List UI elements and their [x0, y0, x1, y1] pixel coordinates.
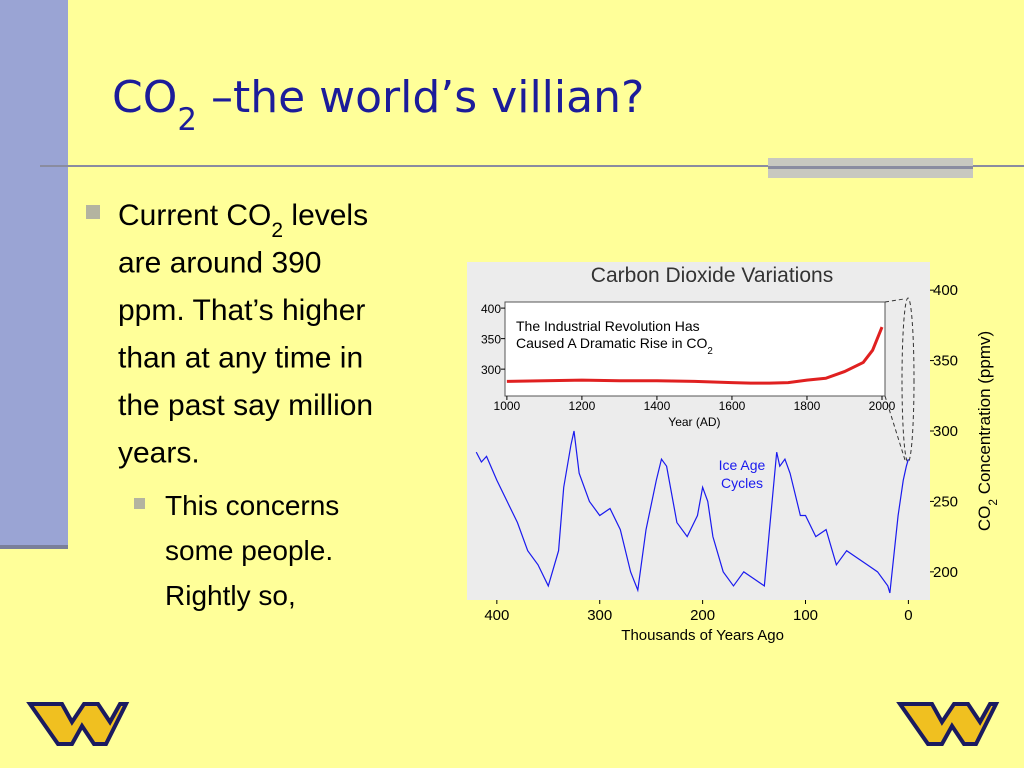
text-run: Caused A Dramatic Rise in CO: [516, 335, 708, 351]
text-run: 2: [986, 499, 1000, 506]
x-tick-label: 1800: [794, 399, 821, 413]
x-tick-label: 300: [587, 607, 612, 624]
data-line: [506, 326, 884, 385]
y-tick-label: 300: [481, 363, 501, 377]
bullet-line: ppm. That’s higher: [118, 294, 365, 327]
text-run: are around 390: [118, 247, 322, 280]
y-tick-label: 350: [481, 333, 501, 347]
annotation: Ice Age: [719, 457, 766, 473]
text-run: 2: [177, 102, 197, 138]
bullet-line: years.: [118, 437, 200, 470]
text-run: CO: [112, 72, 177, 123]
bullet-line: This concerns: [165, 490, 339, 521]
text-run: –the world’s villian?: [197, 72, 644, 123]
y-tick-label: 250: [933, 493, 958, 510]
slide-title: CO2 –the world’s villian?: [112, 72, 644, 138]
x-tick-label: 2000: [869, 399, 896, 413]
text-run: levels: [283, 199, 368, 232]
data-line: [475, 430, 909, 594]
connector: [884, 297, 915, 463]
y-tick-label: 300: [933, 423, 958, 440]
inset-title: Caused A Dramatic Rise in CO2: [516, 335, 713, 357]
text-run: some people.: [165, 535, 333, 566]
bullets: Current CO2 levels are around 390 ppm. Tha…: [86, 199, 373, 611]
text-run: Current CO: [118, 199, 271, 232]
bullet-line: than at any time in: [118, 342, 363, 375]
bullet-line: Current CO2 levels: [118, 199, 368, 242]
bullet-line: are around 390: [118, 247, 322, 280]
text-run: Rightly so,: [165, 580, 296, 611]
bullet-marker: [86, 205, 100, 219]
text-run: Concentration (ppmv): [975, 331, 994, 499]
y-tick-label: 350: [933, 353, 958, 370]
bullet-line: some people.: [165, 535, 333, 566]
text-run: CO: [975, 506, 994, 532]
x-tick-label: 100: [793, 607, 818, 624]
y-tick-label: 200: [933, 564, 958, 581]
x-axis-label: Year (AD): [668, 415, 720, 429]
bullet-line: the past say million: [118, 389, 373, 422]
x-tick-label: 1400: [644, 399, 671, 413]
side-shadow: [0, 545, 68, 549]
bullet-marker: [134, 498, 145, 509]
x-tick-label: 200: [690, 607, 715, 624]
x-tick-label: 0: [904, 607, 912, 624]
text-run: ppm. That’s higher: [118, 294, 365, 327]
y-tick-label: 400: [481, 302, 501, 316]
bullet-line: Rightly so,: [165, 580, 296, 611]
logo-right: [896, 702, 1000, 746]
text-run: years.: [118, 437, 200, 470]
text-run: 2: [707, 346, 712, 357]
y-tick-label: 400: [933, 282, 958, 299]
text-run: than at any time in: [118, 342, 363, 375]
annotation: Cycles: [721, 475, 763, 491]
rule-line: [768, 166, 973, 169]
text-run: the past say million: [118, 389, 373, 422]
inset-title: The Industrial Revolution Has: [516, 318, 700, 334]
x-tick-label: 400: [484, 607, 509, 624]
x-tick-label: 1200: [569, 399, 596, 413]
chart-title: Carbon Dioxide Variations: [591, 264, 833, 287]
text-run: 2: [271, 219, 283, 242]
text-run: This concerns: [165, 490, 339, 521]
logo-left: [26, 702, 130, 746]
x-tick-label: 1000: [494, 399, 521, 413]
y-axis-label: CO2 Concentration (ppmv): [975, 331, 1000, 531]
side-band: [0, 0, 68, 548]
x-tick-label: 1600: [719, 399, 746, 413]
x-axis-label: Thousands of Years Ago: [621, 627, 784, 644]
